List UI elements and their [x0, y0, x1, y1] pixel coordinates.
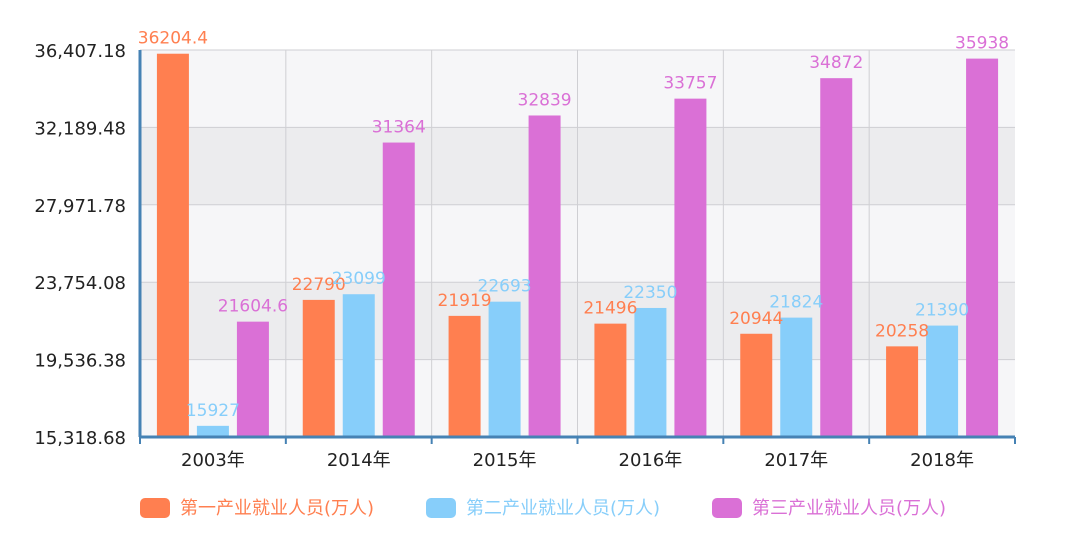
legend-swatch	[712, 498, 742, 518]
data-label: 34872	[809, 53, 863, 73]
data-label: 35938	[955, 34, 1009, 54]
data-label: 23099	[332, 269, 386, 289]
data-label: 21390	[915, 301, 969, 321]
bar[interactable]	[488, 301, 521, 437]
y-tick-label: 23,754.08	[34, 273, 126, 294]
bar[interactable]	[634, 307, 667, 437]
y-tick-label: 36,407.18	[34, 41, 126, 62]
y-tick-label: 32,189.48	[34, 118, 126, 139]
data-label: 21496	[583, 299, 637, 319]
x-tick-label: 2003年	[181, 450, 245, 471]
x-tick-label: 2015年	[473, 450, 537, 471]
data-label: 31364	[372, 118, 426, 138]
grid-layer	[140, 49, 1015, 438]
bar[interactable]	[594, 323, 627, 437]
y-tick-label: 19,536.38	[34, 351, 126, 372]
x-tick-label: 2018年	[910, 450, 974, 471]
labels-layer: 36204.4 22790 21919 21496 20944 20258 15927 230…	[138, 29, 1009, 421]
legend-label: 第一产业就业人员(万人)	[180, 498, 374, 519]
x-tick-label: 2014年	[327, 450, 391, 471]
x-tick-label: 2017年	[764, 450, 828, 471]
legend-item[interactable]: 第三产业就业人员(万人)	[712, 498, 946, 519]
legend-item[interactable]: 第二产业就业人员(万人)	[426, 498, 660, 519]
bar[interactable]	[448, 315, 481, 437]
legend-label: 第二产业就业人员(万人)	[466, 498, 660, 519]
data-label: 32839	[518, 90, 572, 110]
y-tick-label: 27,971.78	[34, 196, 126, 217]
legend-swatch	[140, 498, 170, 518]
bar[interactable]	[342, 294, 375, 437]
x-tick-label: 2016年	[619, 450, 683, 471]
bar[interactable]	[926, 325, 959, 437]
bar[interactable]	[236, 321, 269, 437]
data-label: 20258	[875, 321, 929, 341]
data-label: 20944	[729, 309, 783, 329]
data-label: 22693	[478, 277, 532, 297]
bar[interactable]	[780, 317, 813, 437]
bar[interactable]	[740, 333, 773, 437]
legend-swatch	[426, 498, 456, 518]
axis-layer: 15,318.68 19,536.38 23,754.08 27,971.78 32,1…	[34, 41, 1016, 471]
bar[interactable]	[156, 53, 189, 438]
data-label: 21604.6	[218, 297, 288, 317]
bar[interactable]	[966, 58, 999, 437]
bar[interactable]	[196, 425, 229, 437]
y-tick-label: 15,318.68	[34, 428, 126, 449]
bar[interactable]	[820, 78, 853, 437]
data-label: 22350	[623, 283, 677, 303]
data-label: 21824	[769, 293, 823, 313]
bar[interactable]	[528, 115, 561, 438]
legend-item[interactable]: 第一产业就业人员(万人)	[140, 498, 374, 519]
bar[interactable]	[382, 142, 415, 437]
data-label: 36204.4	[138, 29, 208, 49]
bar[interactable]	[302, 299, 335, 437]
bar[interactable]	[886, 346, 919, 437]
data-label: 15927	[186, 401, 240, 421]
data-label: 33757	[663, 74, 717, 94]
legend-layer[interactable]: 第一产业就业人员(万人) 第二产业就业人员(万人) 第三产业就业人员(万人)	[140, 498, 946, 519]
bars-layer	[156, 53, 999, 438]
data-label: 22790	[292, 275, 346, 295]
bar[interactable]	[674, 98, 707, 438]
legend-label: 第三产业就业人员(万人)	[752, 498, 946, 519]
data-label: 21919	[438, 291, 492, 311]
